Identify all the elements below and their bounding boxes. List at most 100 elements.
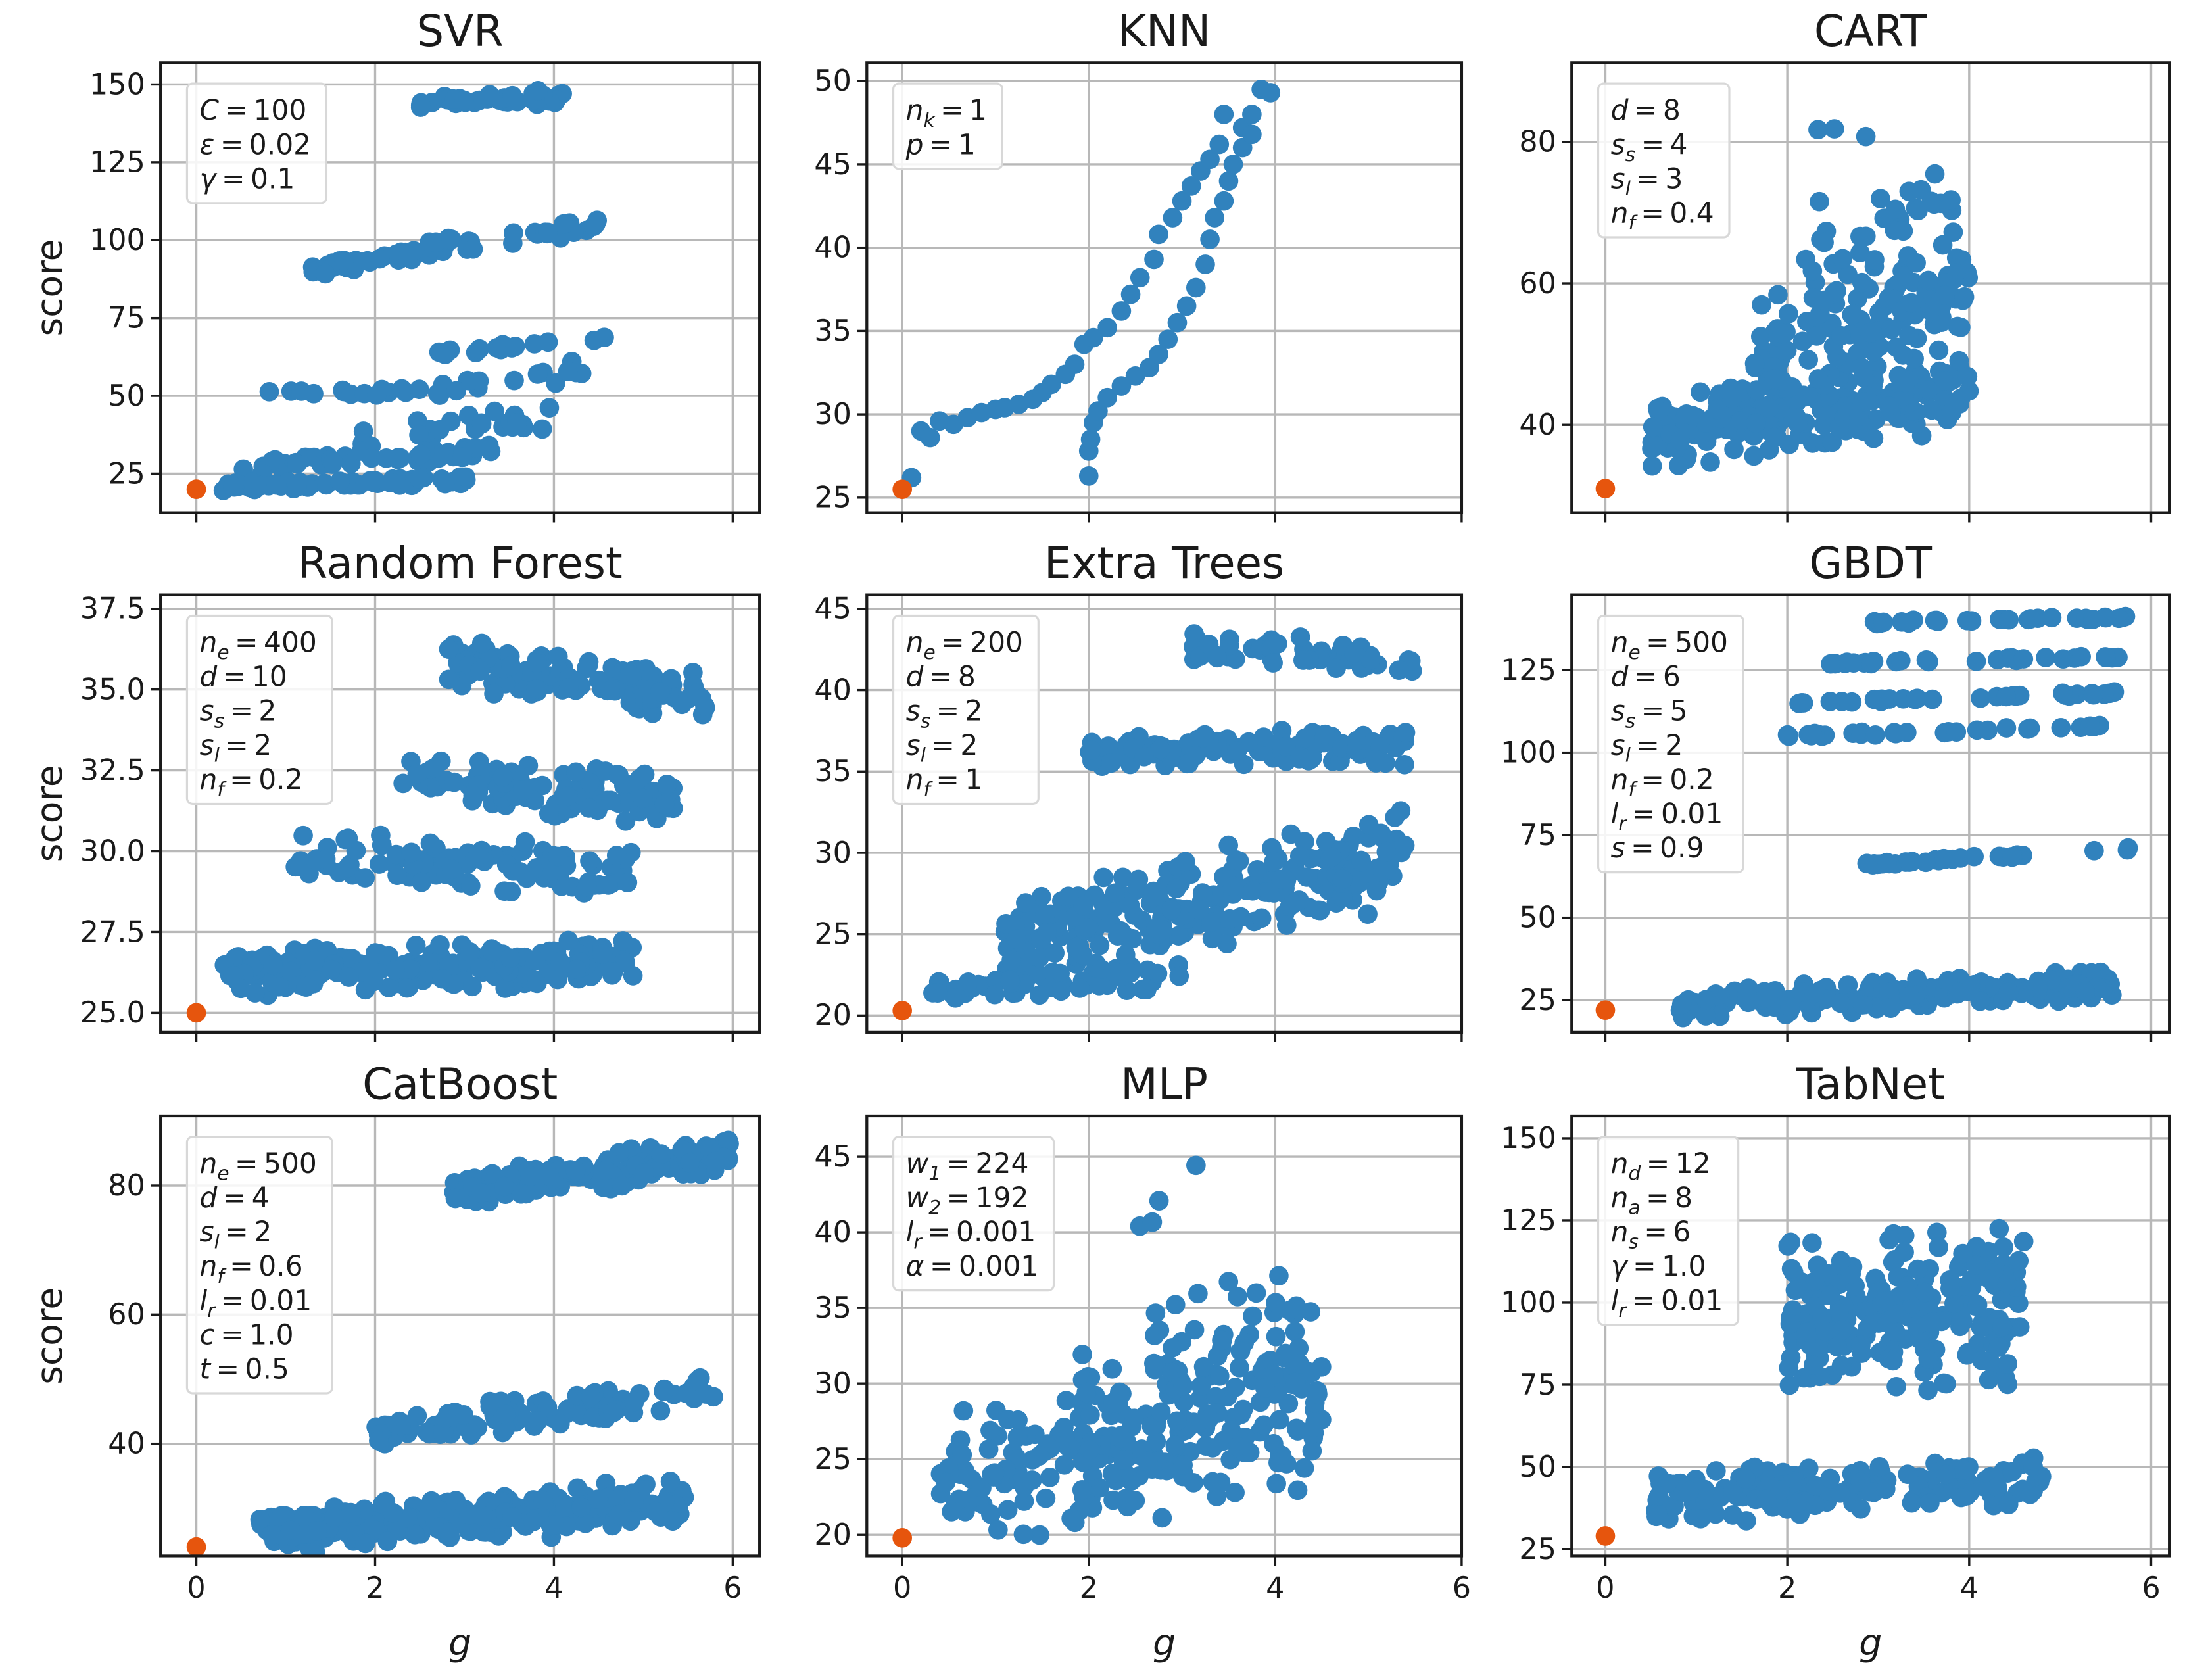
data-point [1821,1285,1841,1306]
data-point [1815,1321,1835,1341]
data-point [1796,249,1816,270]
data-point [2009,1251,2029,1271]
data-point [446,381,466,401]
data-point [2013,649,2034,669]
x-axis-label: g [1153,1621,1176,1664]
data-point [601,790,621,811]
data-point [1824,119,1844,139]
legend-entry: γ = 1.0 [1611,1250,1706,1282]
data-point [1843,304,1863,324]
data-point [1989,1218,2009,1239]
data-point [1731,410,1751,431]
data-point [652,1144,671,1164]
data-point [1149,345,1168,364]
data-point [1254,1415,1274,1435]
data-point [1098,736,1118,756]
data-point [1146,918,1166,938]
data-point [1851,1335,1871,1355]
data-point [1072,1480,1092,1500]
data-point [513,780,533,800]
data-point [2036,648,2055,667]
x-tick-label: 0 [1596,1572,1614,1605]
legend-entry: ss = 4 [1611,128,1688,166]
data-point [1885,1249,1905,1270]
data-point [441,229,462,249]
data-point [1294,1458,1314,1478]
data-point [463,239,483,259]
data-point [461,876,481,896]
data-point [1201,912,1222,932]
data-point [532,419,552,439]
legend-entry: w1 = 224 [906,1147,1029,1185]
data-point [1723,1483,1743,1504]
data-point [502,1507,522,1527]
data-point [1744,353,1765,373]
data-point [1303,748,1322,767]
data-point [1293,650,1313,670]
data-point [2009,1293,2029,1313]
legend-entry: p = 1 [905,128,976,160]
x-tick-label: 6 [2142,1572,2160,1605]
panel-title: Extra Trees [1044,539,1284,588]
data-point [1125,1491,1145,1510]
data-point [314,473,335,494]
data-point [558,786,578,807]
data-point [1779,1375,1800,1395]
legend-background [1597,82,1731,239]
data-point [1054,1454,1074,1475]
y-tick-label: 150 [1501,1122,1556,1155]
data-point [1214,191,1234,211]
data-point [304,383,324,404]
data-point [1304,1417,1324,1437]
data-point [1966,1255,1986,1275]
data-point [1706,1504,1725,1524]
data-point [1814,232,1834,252]
data-point [1696,990,1716,1010]
data-point [1130,268,1150,288]
data-point [1030,948,1050,967]
data-point [339,967,359,987]
data-point [1999,610,2019,630]
legend-entry: ne = 500 [1611,626,1728,663]
y-tick-label: 50 [108,379,145,413]
data-point [231,978,251,999]
y-tick-label: 25 [1519,1533,1556,1566]
y-tick-label: 25 [108,457,145,491]
data-point [324,1507,345,1527]
data-point [1722,389,1742,408]
data-point [1772,324,1792,344]
legend-entry: ss = 2 [199,695,276,732]
data-point [1851,1499,1871,1519]
legend-entry: s = 0.9 [1611,832,1704,864]
data-point [322,959,342,980]
axes-frame [159,593,761,1034]
data-point [1920,1493,1940,1513]
data-point [579,798,599,818]
x-tick-label: 0 [187,1572,205,1605]
data-point [1902,1493,1922,1513]
data-point [1921,1312,1941,1333]
data-points [186,633,715,1023]
data-point [1967,720,1987,740]
data-point [1996,686,2016,707]
data-point [1873,612,1894,633]
data-point [1032,886,1051,907]
data-point [1218,835,1239,855]
data-point [1200,229,1220,249]
data-point [1668,456,1689,475]
data-point [1029,1446,1049,1466]
data-point [1691,1508,1711,1529]
data-point [1756,988,1775,1008]
data-point [1351,852,1372,872]
legend-entry: d = 4 [199,1182,269,1214]
data-point [1358,815,1379,835]
data-point [518,756,539,776]
data-point [1760,398,1779,418]
data-point [1165,1435,1186,1456]
data-point [1203,1438,1222,1458]
data-point [524,334,544,354]
data-point [1108,923,1128,943]
data-point [471,1183,491,1203]
data-point [600,680,621,700]
data-point [494,1176,514,1197]
